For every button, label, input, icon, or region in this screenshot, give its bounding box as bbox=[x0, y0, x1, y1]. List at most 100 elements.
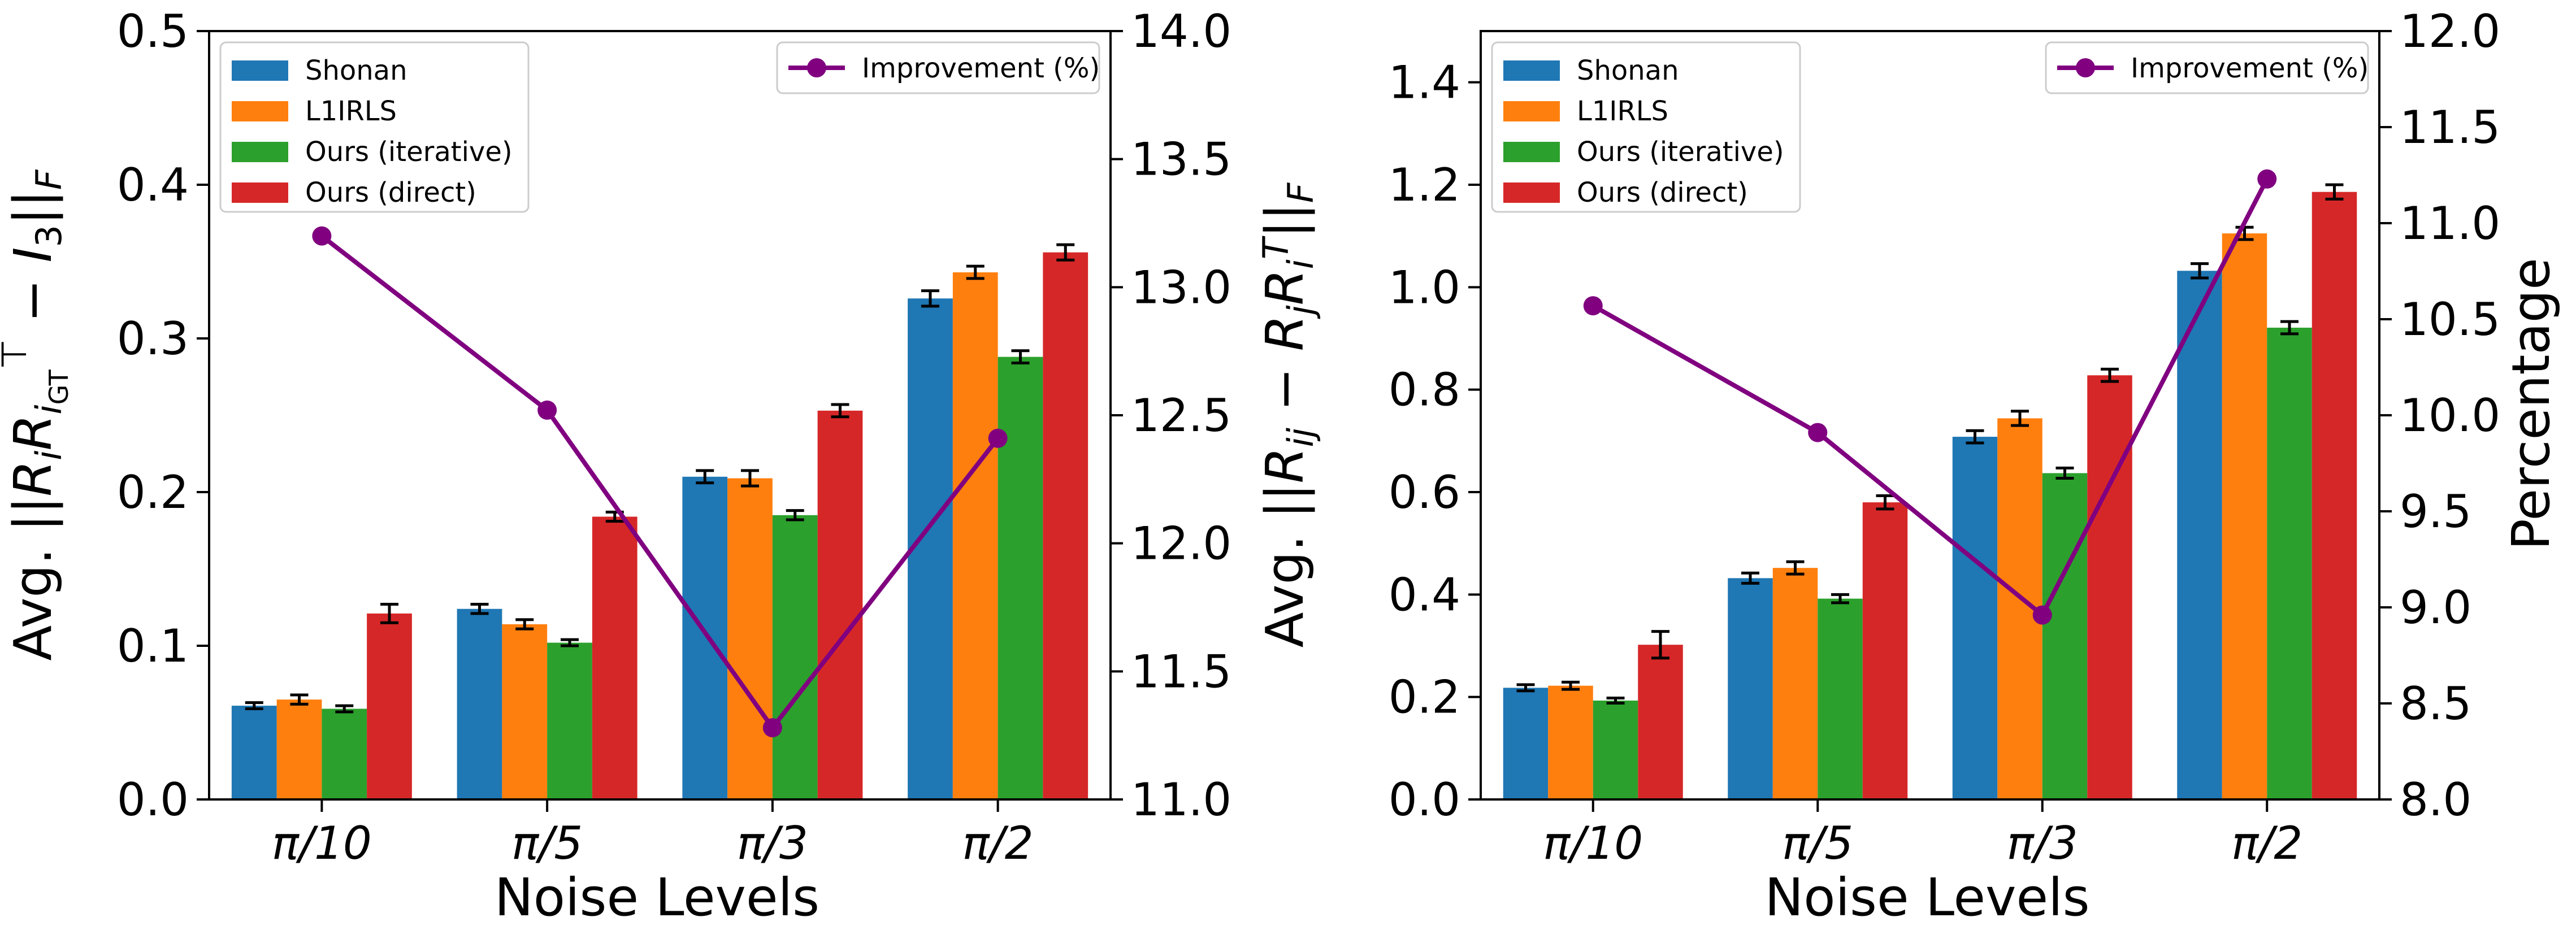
y-tick-label: 0.6 bbox=[1389, 466, 1460, 519]
bar bbox=[952, 272, 998, 799]
bar bbox=[2042, 473, 2088, 799]
bar bbox=[908, 298, 953, 799]
legend-label: Shonan bbox=[1577, 55, 1679, 86]
series-shonan bbox=[231, 289, 953, 799]
bar bbox=[2222, 233, 2267, 800]
improvement-point bbox=[2257, 169, 2277, 189]
series-shonan bbox=[1503, 262, 2222, 799]
bar bbox=[2177, 271, 2222, 799]
bar bbox=[1772, 568, 1818, 799]
y2-axis-title: Percentage bbox=[2501, 258, 2561, 550]
bar bbox=[231, 706, 277, 799]
bar bbox=[1548, 685, 1593, 799]
series-ours-direct- bbox=[367, 243, 1088, 799]
bar bbox=[1503, 688, 1549, 799]
y-tick-label: 0.0 bbox=[117, 773, 189, 826]
y2-tick-label: 12.5 bbox=[1131, 389, 1231, 442]
x-tick-label: π/10 bbox=[1543, 817, 1643, 870]
improvement-line bbox=[320, 234, 1000, 732]
y2-tick-label: 8.5 bbox=[2400, 677, 2471, 730]
improvement-point bbox=[537, 400, 557, 420]
legend-label: Improvement (%) bbox=[862, 53, 1100, 84]
x-axis-title: Noise Levels bbox=[1764, 867, 2089, 926]
legend-label: Ours (iterative) bbox=[1577, 136, 1784, 168]
x-tick-label: π/10 bbox=[272, 817, 372, 870]
legend-label: Ours (direct) bbox=[1577, 177, 1748, 208]
bar bbox=[322, 708, 367, 799]
legend-frame bbox=[219, 41, 530, 213]
bar bbox=[727, 478, 773, 799]
y2-tick-label: 11.5 bbox=[2400, 101, 2500, 154]
y-tick-label: 1.4 bbox=[1389, 56, 1460, 109]
bar bbox=[1862, 502, 1908, 799]
legend-label: Shonan bbox=[305, 55, 407, 86]
y-tick-label: 1.2 bbox=[1389, 159, 1460, 211]
legend-marker bbox=[807, 58, 826, 77]
legend-swatch bbox=[1503, 101, 1560, 121]
legend-label: L1IRLS bbox=[305, 95, 397, 127]
y2-tick-label: 14.0 bbox=[1131, 5, 1231, 58]
bar bbox=[276, 699, 322, 799]
legend-frame bbox=[776, 41, 1100, 94]
legend-label: Ours (iterative) bbox=[305, 136, 513, 168]
x-axis-title: Noise Levels bbox=[495, 867, 819, 926]
improvement-line bbox=[1591, 177, 2269, 619]
improvement-point bbox=[312, 226, 332, 246]
x-tick-label: π/3 bbox=[737, 817, 808, 870]
bar bbox=[1638, 645, 1683, 799]
bar bbox=[1043, 252, 1088, 799]
series-ours-iterative- bbox=[1593, 320, 2312, 799]
chart-panel-1: 0.0 0.1 0.2 0.3 0.4 0.5 11.0 11.5 12.0 12.5 13.0 13… bbox=[0, 5, 1231, 926]
line-legend: Improvement (%) bbox=[2045, 41, 2369, 94]
bar bbox=[772, 515, 818, 799]
y-tick-label: 1.0 bbox=[1389, 261, 1460, 314]
series-ours-iterative- bbox=[322, 349, 1043, 799]
legend-frame bbox=[1491, 41, 1801, 213]
y-tick-label: 0.8 bbox=[1389, 364, 1460, 416]
y2-tick-label: 12.0 bbox=[2400, 5, 2500, 58]
bar bbox=[367, 613, 412, 799]
legend: Shonan L1IRLS Ours (iterative) Ours (direct… bbox=[1491, 41, 1801, 213]
series-l1irls bbox=[1548, 225, 2267, 800]
y-axis-title: Avg. ||RiRiGT⊤ − I3||F bbox=[0, 169, 74, 661]
bar bbox=[1818, 598, 1863, 799]
y2-tick-label: 11.0 bbox=[2400, 197, 2500, 250]
series-l1irls bbox=[276, 264, 998, 799]
y2-tick-label: 9.0 bbox=[2400, 581, 2471, 634]
y2-tick-label: 12.0 bbox=[1131, 518, 1231, 570]
y-tick-label: 0.4 bbox=[117, 159, 189, 211]
x-tick-label: π/2 bbox=[962, 817, 1034, 870]
bar bbox=[1952, 437, 1998, 799]
improvement-point bbox=[762, 718, 782, 738]
y-tick-label: 0.1 bbox=[117, 620, 189, 672]
bar bbox=[592, 516, 638, 799]
bar bbox=[2087, 375, 2132, 799]
legend-swatch bbox=[1503, 142, 1560, 162]
bar bbox=[1728, 578, 1773, 799]
legend-label: Improvement (%) bbox=[2131, 53, 2369, 84]
bar bbox=[2267, 327, 2312, 799]
bar bbox=[1593, 701, 1638, 799]
x-tick-label: π/2 bbox=[2231, 817, 2302, 870]
y-tick-label: 0.0 bbox=[1389, 773, 1460, 826]
y2-tick-label: 8.0 bbox=[2400, 773, 2471, 826]
legend-label: L1IRLS bbox=[1577, 95, 1668, 127]
legend-swatch bbox=[232, 60, 288, 81]
improvement-point bbox=[1808, 423, 1828, 442]
y2-tick-label: 11.0 bbox=[1131, 773, 1231, 826]
improvement-point bbox=[988, 428, 1008, 448]
legend-frame bbox=[2045, 41, 2369, 94]
y2-tick-label: 13.5 bbox=[1131, 133, 1231, 186]
legend-swatch bbox=[1503, 60, 1560, 81]
y2-tick-label: 11.5 bbox=[1131, 645, 1231, 698]
x-tick-label: π/3 bbox=[2007, 817, 2078, 870]
legend-swatch bbox=[232, 101, 288, 121]
legend: Shonan L1IRLS Ours (iterative) Ours (direct… bbox=[219, 41, 530, 213]
bar bbox=[817, 410, 863, 799]
bar bbox=[457, 608, 502, 799]
y-tick-label: 0.3 bbox=[117, 312, 189, 365]
series-ours-direct- bbox=[1638, 183, 2357, 799]
y-tick-label: 0.4 bbox=[1389, 568, 1460, 621]
line-legend: Improvement (%) bbox=[776, 41, 1100, 94]
